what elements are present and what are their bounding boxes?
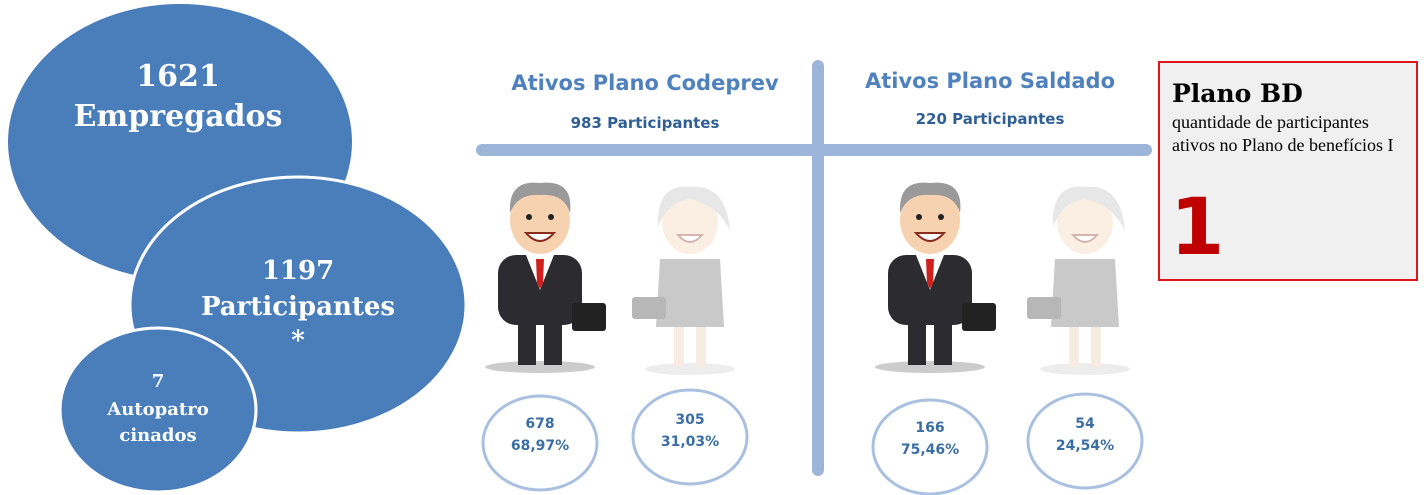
box-text: quantidade de participantes ativos no Pl… [1172, 111, 1397, 157]
group-count: 678 [525, 416, 554, 432]
bubble-number: 1197 [262, 256, 334, 286]
bubble-number: 1621 [136, 59, 220, 94]
box-title: Plano BD [1172, 79, 1303, 108]
bubble-label: cinados [119, 425, 196, 446]
woman-figure [1027, 187, 1130, 375]
plan-title: Ativos Plano Codeprev [511, 71, 779, 95]
plan-subtitle: 983 Participantes [571, 114, 720, 132]
divider [812, 60, 824, 476]
plan-title: Ativos Plano Saldado [865, 69, 1115, 93]
box-value: 1 [1170, 183, 1224, 273]
group-count: 305 [675, 412, 704, 428]
bubble-label: Autopatro [106, 399, 208, 420]
info-box: Plano BD quantidade de participantes ati… [1158, 61, 1418, 281]
group-percent: 24,54% [1056, 438, 1114, 454]
group-percent: 68,97% [511, 438, 569, 454]
group-percent: 75,46% [901, 442, 959, 458]
woman-figure [632, 187, 735, 375]
plan-subtitle: 220 Participantes [916, 110, 1065, 128]
bubble-label: Empregados [74, 99, 283, 134]
group-count: 54 [1075, 416, 1095, 432]
bubble-label: Participantes [201, 292, 395, 322]
bubble-note: * [291, 326, 305, 356]
group-percent: 31,03% [661, 434, 719, 450]
man-figure [875, 183, 996, 373]
man-figure [485, 183, 606, 373]
page: 1621 Empregados 1197 Participantes * 7 A… [0, 0, 1424, 495]
group-count: 166 [915, 420, 944, 436]
bubble-number: 7 [152, 371, 165, 392]
